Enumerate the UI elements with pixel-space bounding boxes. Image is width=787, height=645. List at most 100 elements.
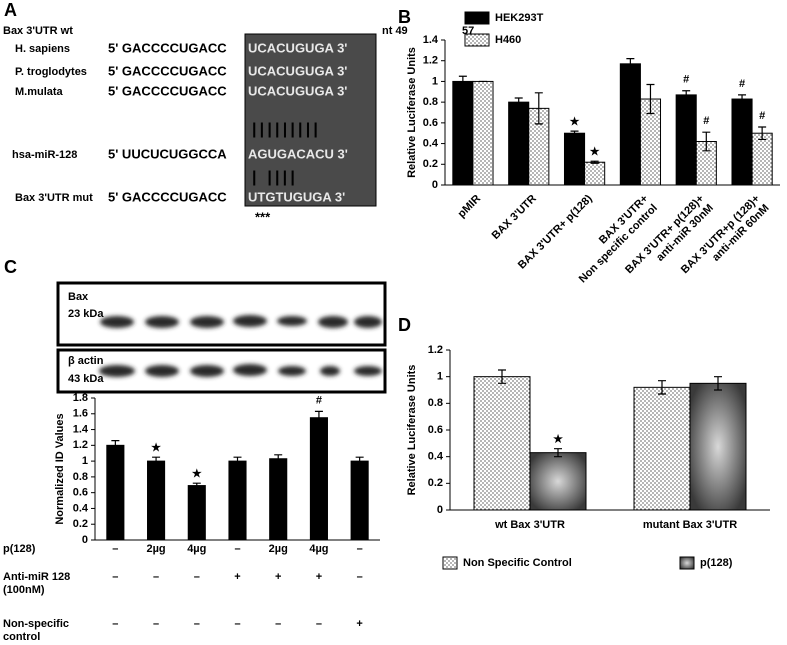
condition-label: Anti-miR 128 (100nM) [3, 571, 70, 596]
bar [106, 444, 125, 541]
error-bar [498, 369, 506, 384]
bar [473, 376, 531, 511]
error-bar [702, 131, 711, 152]
species-name: M.mulata [15, 86, 64, 98]
legend-label: Non Specific Control [463, 557, 572, 569]
y-tick-label: 0.2 [428, 477, 443, 489]
condition-cell: + [234, 571, 240, 583]
condition-cell: – [357, 543, 363, 555]
band [278, 366, 306, 376]
significance-mark: ★ [192, 468, 202, 480]
band [318, 316, 348, 328]
species-name: P. troglodytes [15, 66, 87, 78]
bar [584, 161, 606, 186]
panel-label: C [4, 257, 17, 277]
error-bar [626, 58, 635, 70]
y-tick-label: 1.8 [73, 392, 88, 404]
error-bar [570, 130, 579, 136]
bar [508, 101, 530, 186]
species-name: H. sapiens [15, 43, 70, 55]
panel-label: B [398, 7, 411, 27]
y-tick-label: 0.2 [423, 158, 438, 170]
band [100, 316, 134, 328]
bar [689, 382, 747, 511]
error-bar [152, 456, 161, 466]
condition-cell: – [194, 618, 200, 630]
error-bar [658, 380, 666, 395]
bar [147, 460, 166, 541]
condition-cell: + [356, 618, 362, 630]
band [190, 365, 224, 377]
legend-label: p(128) [700, 557, 733, 569]
condition-cell: + [316, 571, 322, 583]
band [233, 315, 267, 327]
y-tick-label: 0.8 [428, 397, 443, 409]
error-bar [233, 456, 242, 466]
bar [633, 386, 691, 511]
y-tick-label: 1 [82, 455, 88, 467]
species-name: hsa-miR-128 [12, 149, 77, 161]
bar [452, 80, 474, 186]
y-tick-label: 1.2 [73, 439, 88, 451]
sequence: 5' GACCCCUGACC [108, 189, 227, 204]
y-tick-label: 0.2 [73, 518, 88, 530]
condition-cell: – [316, 618, 322, 630]
panel-label: A [4, 0, 17, 20]
y-tick-label: 0 [437, 504, 443, 516]
blot-size: 23 kDa [68, 308, 104, 320]
y-tick-label: 0.6 [73, 487, 88, 499]
condition-cell: – [275, 618, 281, 630]
sequence-rows: H. sapiens 5' GACCCCUGACC UCACUGUGA 3' P. t… [12, 40, 348, 224]
bar [731, 98, 753, 186]
y-axis-label: Relative Luciferase Units [406, 47, 418, 178]
error-bar [738, 94, 747, 104]
blot-protein: β actin [68, 355, 104, 367]
y-tick-label: 1.2 [428, 344, 443, 356]
condition-cell: – [357, 571, 363, 583]
bar [675, 94, 697, 186]
error-bar [534, 92, 543, 125]
significance-mark: ★ [553, 434, 563, 446]
condition-cell: 4µg [187, 543, 206, 555]
error-bar [314, 410, 323, 425]
y-tick-label: 1 [432, 75, 438, 87]
significance-mark: # [759, 110, 765, 122]
condition-cell: + [275, 571, 281, 583]
error-bar [758, 126, 767, 141]
condition-label: p(128) [3, 543, 36, 555]
y-tick-label: 0.8 [73, 471, 88, 483]
sequence: 5' UUCUCUGGCCA [108, 146, 227, 161]
significance-mark: # [316, 394, 322, 406]
condition-cell: 2µg [269, 543, 288, 555]
y-tick-label: 0.6 [423, 117, 438, 129]
significance-mark: ★ [590, 146, 600, 158]
base-pairing: | |||| [252, 169, 298, 186]
target-site-box [244, 33, 377, 207]
y-tick-label: 0.8 [423, 96, 438, 108]
sequence: 5' GACCCCUGACC [108, 63, 227, 78]
bar [619, 63, 641, 186]
site-sequence: UCACUGUGA 3' [248, 40, 347, 55]
y-tick-label: 1.4 [73, 423, 89, 435]
condition-cell: – [112, 543, 118, 555]
site-sequence: AGUGACACU 3' [248, 146, 348, 161]
mutation-marks: *** [255, 209, 271, 224]
condition-cell: – [112, 571, 118, 583]
band [99, 365, 135, 377]
error-bar [590, 160, 599, 164]
sequence: 5' GACCCCUGACC [108, 40, 227, 55]
base-pairing: ||||||||| [252, 121, 321, 138]
y-tick-label: 1.4 [423, 34, 439, 46]
panel-label: D [398, 315, 411, 335]
band [354, 366, 382, 376]
bar [472, 80, 494, 186]
condition-cell: – [194, 571, 200, 583]
species-name: Bax 3'UTR mut [15, 192, 93, 204]
band [320, 366, 340, 376]
legend-swatch [464, 11, 490, 25]
condition-label: Non-specific control [3, 618, 69, 643]
legend-swatch [464, 33, 490, 47]
bar [269, 458, 288, 541]
sequence: 5' GACCCCUGACC [108, 83, 227, 98]
